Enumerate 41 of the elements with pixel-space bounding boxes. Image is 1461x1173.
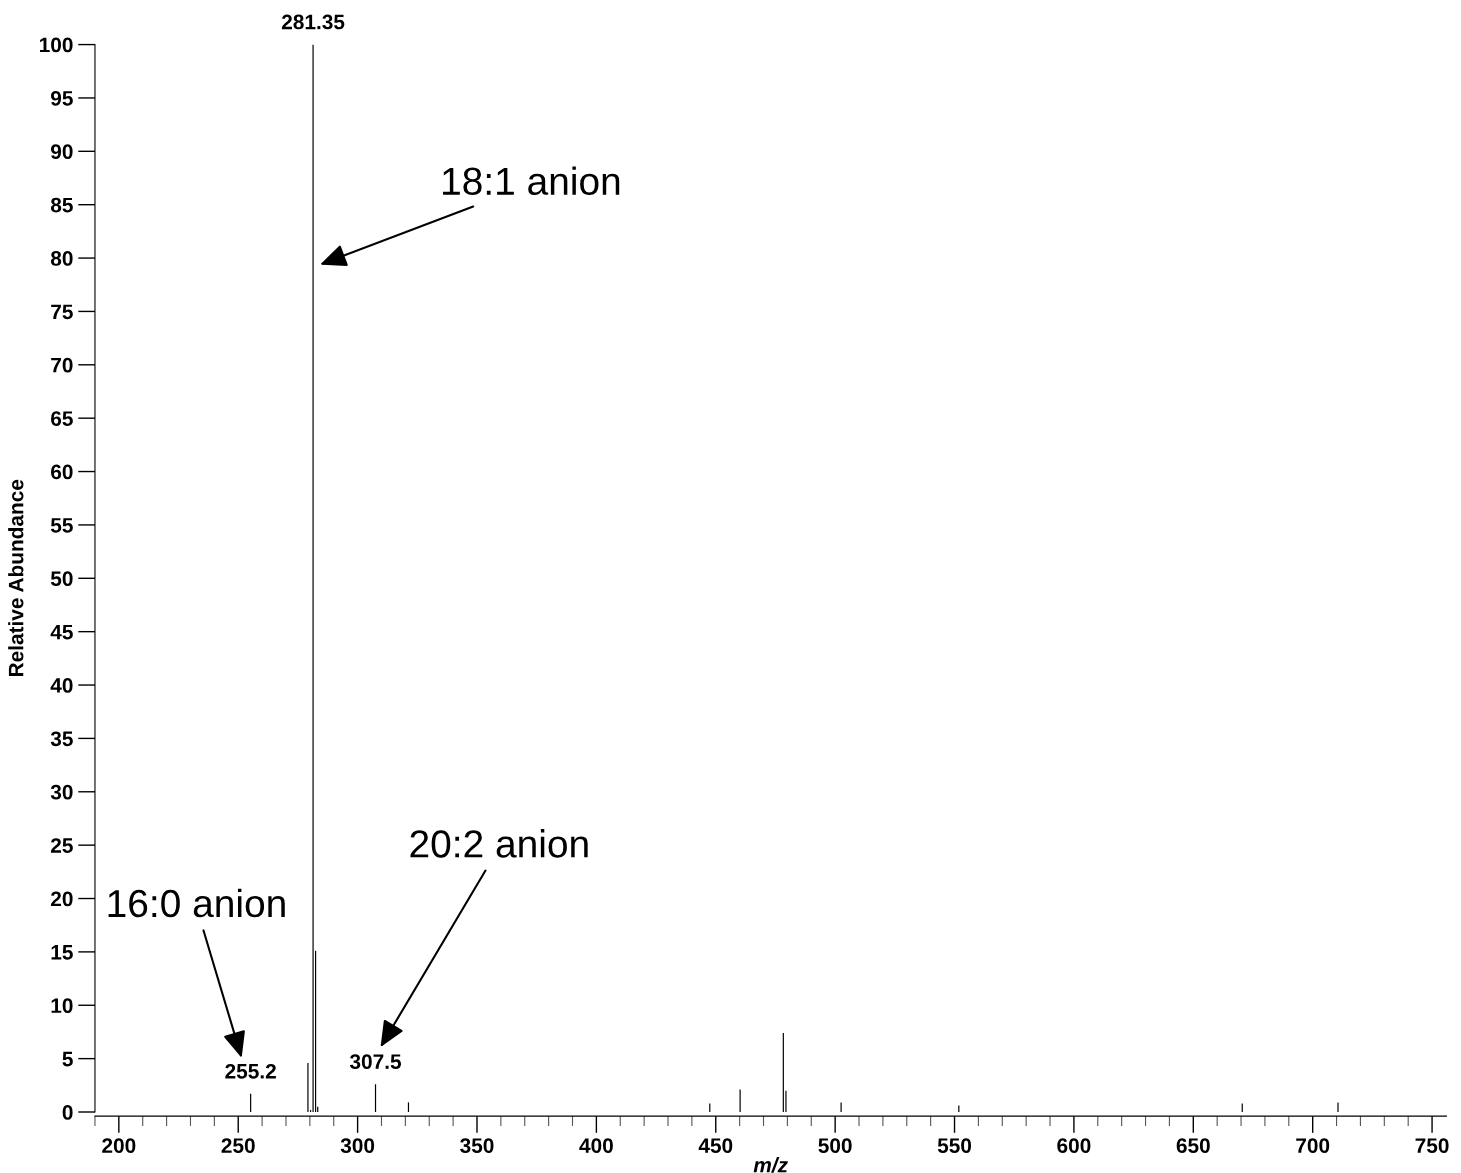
y-tick-label: 30 bbox=[50, 784, 73, 800]
x-tick-label: 650 bbox=[1176, 1138, 1210, 1153]
y-tick-label: 50 bbox=[50, 571, 73, 587]
x-tick-label: 200 bbox=[102, 1138, 136, 1153]
annotation: 281.35 bbox=[281, 14, 345, 30]
x-tick-label: 450 bbox=[698, 1138, 733, 1153]
x-tick-label: 600 bbox=[1057, 1138, 1091, 1153]
y-tick-label: 90 bbox=[50, 144, 73, 160]
x-tick-label: 400 bbox=[579, 1138, 613, 1153]
y-tick-label: 0 bbox=[62, 1105, 73, 1120]
y-axis-title: Relative Abundance bbox=[8, 479, 24, 677]
y-tick-label: 75 bbox=[51, 304, 73, 320]
y-tick-label: 65 bbox=[51, 411, 73, 426]
y-tick-label: 80 bbox=[50, 251, 73, 266]
x-tick-label: 750 bbox=[1415, 1138, 1449, 1153]
y-tick-label: 15 bbox=[51, 945, 73, 960]
x-tick-label: 350 bbox=[460, 1138, 494, 1154]
x-axis-title: m/z bbox=[753, 1157, 788, 1173]
x-tick-label: 250 bbox=[221, 1138, 255, 1153]
x-tick-label: 300 bbox=[340, 1138, 375, 1154]
y-tick-label: 60 bbox=[51, 464, 73, 480]
y-tick-label: 95 bbox=[50, 90, 73, 106]
y-tick-label: 100 bbox=[39, 37, 73, 53]
annotation: 18:1 anion bbox=[443, 166, 620, 196]
annotation: 16:0 anion bbox=[108, 888, 285, 918]
y-tick-label: 20 bbox=[50, 891, 73, 907]
y-tick-label: 5 bbox=[62, 1051, 73, 1067]
annotation: 255.2 bbox=[225, 1063, 276, 1079]
annotation: 20:2 anion bbox=[410, 829, 588, 858]
y-tick-label: 85 bbox=[50, 197, 73, 213]
y-tick-label: 55 bbox=[50, 518, 73, 533]
x-tick-label: 700 bbox=[1296, 1138, 1330, 1153]
y-tick-label: 10 bbox=[51, 998, 73, 1014]
x-tick-label: 550 bbox=[937, 1138, 972, 1153]
y-tick-label: 70 bbox=[51, 357, 73, 373]
y-tick-label: 45 bbox=[50, 624, 73, 640]
y-tick-label: 25 bbox=[50, 838, 73, 853]
x-tick-label: 500 bbox=[818, 1138, 852, 1153]
annotation: 307.5 bbox=[349, 1054, 402, 1070]
y-tick-label: 35 bbox=[50, 731, 73, 747]
y-tick-label: 40 bbox=[50, 678, 73, 693]
